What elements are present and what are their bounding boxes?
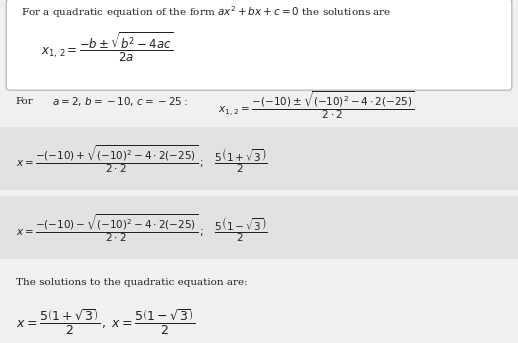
Text: The solutions to the quadratic equation are:: The solutions to the quadratic equation … bbox=[16, 279, 247, 287]
Text: For: For bbox=[16, 97, 33, 106]
FancyBboxPatch shape bbox=[0, 127, 518, 190]
Text: $a = 2,\, b = -10,\, c = -25{:}$: $a = 2,\, b = -10,\, c = -25{:}$ bbox=[52, 95, 188, 108]
Text: $x = \dfrac{5\left(1 + \sqrt{3}\right)}{2}\,,\; x = \dfrac{5\left(1 - \sqrt{3}\r: $x = \dfrac{5\left(1 + \sqrt{3}\right)}{… bbox=[16, 307, 195, 336]
FancyBboxPatch shape bbox=[0, 196, 518, 259]
Text: $x = \dfrac{-(-10) + \sqrt{(-10)^2 - 4 \cdot 2(-25)}}{2 \cdot 2}\,;\quad \dfrac{: $x = \dfrac{-(-10) + \sqrt{(-10)^2 - 4 \… bbox=[16, 143, 267, 175]
Text: $x_{1,\,2} = \dfrac{-(-10) \pm \sqrt{(-10)^2 - 4 \cdot 2(-25)}}{2 \cdot 2}$: $x_{1,\,2} = \dfrac{-(-10) \pm \sqrt{(-1… bbox=[218, 89, 414, 120]
Text: $x_{1,\,2} = \dfrac{-b \pm \sqrt{b^2 - 4ac}}{2a}$: $x_{1,\,2} = \dfrac{-b \pm \sqrt{b^2 - 4… bbox=[41, 31, 174, 64]
Text: $x = \dfrac{-(-10) - \sqrt{(-10)^2 - 4 \cdot 2(-25)}}{2 \cdot 2}\,;\quad \dfrac{: $x = \dfrac{-(-10) - \sqrt{(-10)^2 - 4 \… bbox=[16, 212, 267, 244]
Text: For a quadratic equation of the form $ax^2 + bx + c = 0$ the solutions are: For a quadratic equation of the form $ax… bbox=[21, 4, 391, 20]
FancyBboxPatch shape bbox=[6, 0, 512, 90]
